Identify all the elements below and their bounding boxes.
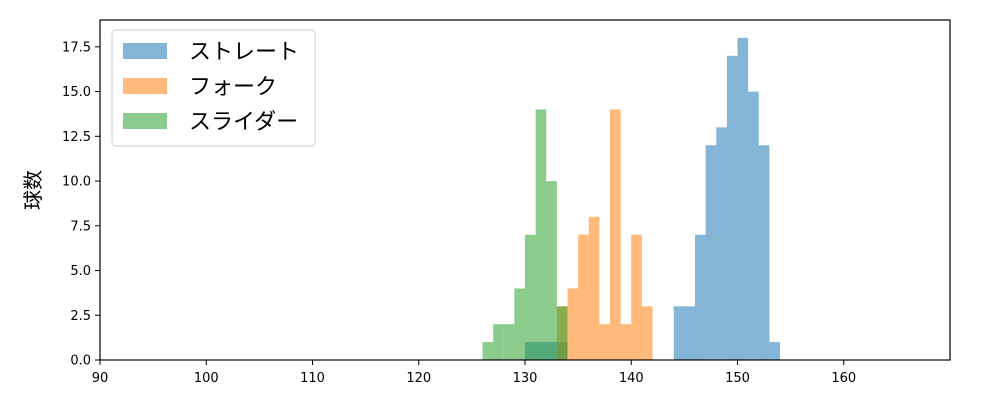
- histogram-bar: [567, 288, 579, 360]
- y-tick-label: 5.0: [70, 264, 91, 279]
- x-tick-label: 160: [831, 371, 856, 386]
- histogram-bar: [556, 306, 568, 360]
- histogram-bar: [769, 342, 780, 360]
- x-axis: 90 100 110 120 130 140 150 160: [92, 360, 856, 386]
- y-tick-label: 17.5: [62, 40, 91, 55]
- x-tick-label: 140: [619, 371, 644, 386]
- legend-label: スライダー: [189, 110, 298, 135]
- histogram-bar: [631, 234, 642, 360]
- y-tick-label: 15.0: [62, 85, 91, 100]
- histogram-bar: [514, 288, 525, 360]
- histogram-bar: [726, 55, 738, 360]
- x-tick-label: 110: [300, 371, 325, 386]
- histogram-bar: [641, 306, 653, 360]
- histogram-bar: [673, 306, 695, 360]
- histogram-bar: [546, 181, 557, 360]
- histogram-bar: [705, 145, 717, 360]
- legend-swatch: [123, 113, 167, 129]
- legend-label: ストレート: [189, 40, 299, 65]
- legend-swatch: [123, 43, 167, 59]
- y-tick-label: 0.0: [70, 354, 91, 369]
- histogram-bar: [535, 109, 547, 360]
- x-tick-label: 120: [406, 371, 431, 386]
- y-tick-label: 12.5: [62, 130, 91, 145]
- histogram-bar: [610, 109, 621, 360]
- histogram-bar: [716, 127, 727, 360]
- histogram-bar: [493, 324, 504, 360]
- y-tick-label: 2.5: [70, 309, 91, 324]
- histogram-bar: [588, 216, 600, 360]
- x-tick-label: 90: [92, 371, 109, 386]
- y-tick-label: 10.0: [62, 175, 91, 190]
- x-tick-label: 150: [725, 371, 750, 386]
- histogram-bars: [482, 37, 780, 360]
- legend-label: フォーク: [189, 75, 277, 100]
- y-tick-label: 7.5: [70, 219, 91, 234]
- histogram-bar: [758, 145, 770, 360]
- y-axis: 0.0 2.5 5.0 7.5 10.0 12.5 15.0 17.5: [62, 40, 100, 369]
- histogram-bar: [620, 324, 632, 360]
- histogram-bar: [748, 91, 759, 360]
- histogram-bar: [695, 234, 706, 360]
- histogram-bar: [525, 234, 536, 360]
- x-tick-label: 130: [513, 371, 538, 386]
- histogram-bar: [599, 324, 610, 360]
- x-tick-label: 100: [194, 371, 219, 386]
- y-axis-title: 球数: [21, 170, 45, 210]
- histogram-bar: [737, 37, 749, 360]
- histogram-bar: [482, 342, 494, 360]
- histogram-bar: [578, 234, 589, 360]
- legend-swatch: [123, 78, 167, 94]
- histogram-bar: [503, 324, 515, 360]
